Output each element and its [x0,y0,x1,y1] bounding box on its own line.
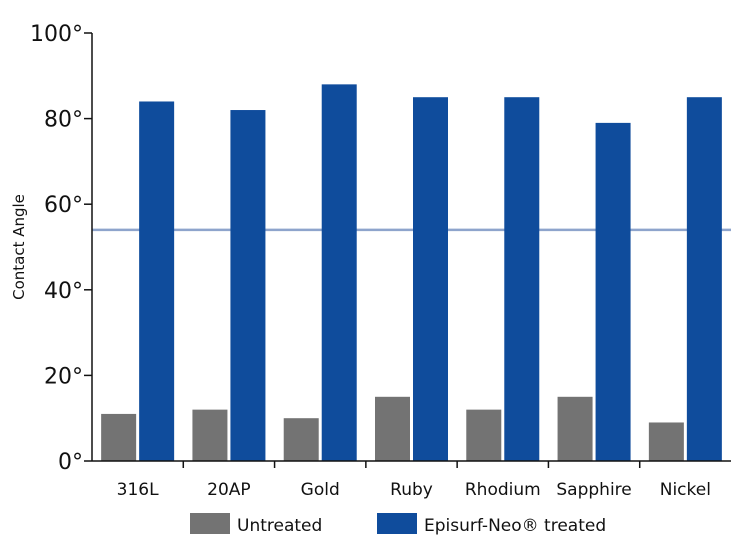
bar-treated [686,97,722,461]
legend-swatch [190,513,230,534]
bar-treated [595,122,631,461]
x-tick-label: Ruby [390,480,433,500]
y-tick-label: 20° [44,364,83,389]
axes-layer [91,33,731,462]
bar-treated [139,101,175,461]
x-tick-label: Gold [301,480,340,500]
x-tick-label: Sapphire [556,480,631,500]
legend-label: Untreated [237,516,322,536]
legend: Untreated Episurf-Neo® treated [190,513,606,536]
bar-untreated [557,396,593,461]
x-tick-label: Nickel [660,480,711,500]
y-tick-label: 0° [58,450,83,475]
x-tick-layer: 316L 20AP Gold Ruby Rhodium Sapphire Nickel [117,461,711,500]
bar-untreated [283,418,319,461]
y-tick-label: 80° [44,108,83,133]
x-tick-label: 20AP [207,480,251,500]
bar-untreated [466,409,502,461]
bar-untreated [648,422,684,461]
x-tick-label: Rhodium [465,480,541,500]
legend-label: Episurf-Neo® treated [424,516,606,536]
y-tick-label: 60° [44,193,83,218]
bar-treated [504,97,540,461]
y-tick-layer: 0° 20° 40° 60° 80° 100° [30,22,92,475]
bar-untreated [375,396,410,461]
bar-treated [413,97,448,461]
x-tick-label: 316L [117,480,159,500]
y-axis-label: Contact Angle [10,194,28,300]
bar-treated [230,110,266,461]
y-tick-label: 40° [44,279,83,304]
bars-layer [101,84,722,462]
bar-treated [321,84,357,462]
bar-untreated [101,413,137,461]
y-tick-label: 100° [30,22,83,47]
legend-swatch [377,513,417,534]
bar-untreated [192,409,228,461]
